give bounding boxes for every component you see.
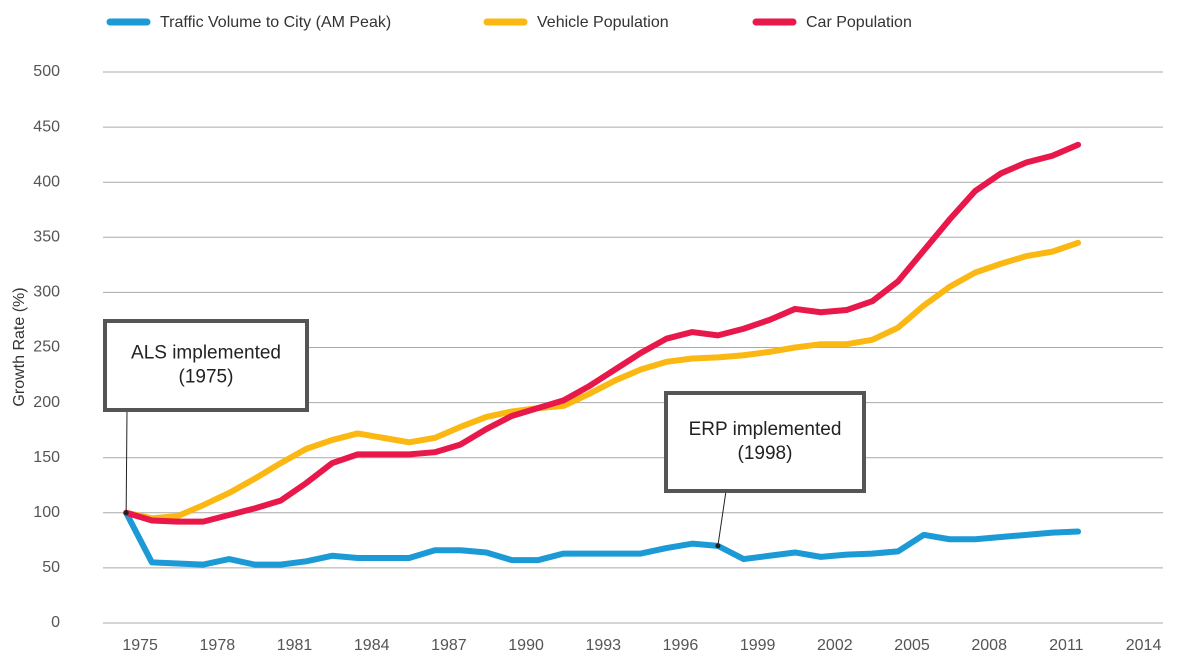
y-tick-label: 0 bbox=[51, 614, 60, 631]
x-tick-label: 2008 bbox=[971, 637, 1007, 654]
series-line bbox=[123, 509, 1082, 568]
y-tick-label: 250 bbox=[33, 339, 60, 356]
x-tick-label: 1981 bbox=[277, 637, 313, 654]
y-tick-label: 300 bbox=[33, 284, 60, 301]
legend-label: Car Population bbox=[806, 14, 912, 31]
annotation-pointer bbox=[717, 490, 727, 546]
x-tick-label: 1990 bbox=[508, 637, 544, 654]
x-tick-label: 1999 bbox=[740, 637, 776, 654]
legend-label: Vehicle Population bbox=[537, 14, 669, 31]
annotation-pointer bbox=[125, 409, 128, 513]
x-tick-label: 2002 bbox=[817, 637, 853, 654]
x-tick-label: 2011 bbox=[1049, 637, 1084, 654]
x-tick-label: 1975 bbox=[122, 637, 158, 654]
legend-label: Traffic Volume to City (AM Peak) bbox=[160, 14, 391, 31]
annotation-box bbox=[664, 391, 866, 493]
annotation-point bbox=[123, 510, 129, 516]
x-tick-label: 1987 bbox=[431, 637, 467, 654]
annotation-text: (1998) bbox=[738, 443, 793, 464]
y-tick-label: 400 bbox=[33, 173, 60, 190]
x-tick-label: 1996 bbox=[663, 637, 699, 654]
x-tick-label: 1993 bbox=[585, 637, 621, 654]
annotation-text: ALS implemented bbox=[131, 343, 281, 364]
y-tick-label: 350 bbox=[33, 229, 60, 246]
y-tick-label: 450 bbox=[33, 118, 60, 135]
y-tick-label: 200 bbox=[33, 394, 60, 411]
x-tick-label: 2014 bbox=[1126, 637, 1162, 654]
annotation-box bbox=[103, 319, 309, 412]
y-tick-label: 500 bbox=[33, 63, 60, 80]
annotation-point bbox=[715, 543, 721, 549]
x-tick-label: 2005 bbox=[894, 637, 930, 654]
y-tick-label: 100 bbox=[33, 504, 60, 521]
y-tick-label: 50 bbox=[42, 559, 60, 576]
x-tick-label: 1978 bbox=[200, 637, 236, 654]
series-line bbox=[123, 239, 1082, 522]
y-tick-label: 150 bbox=[33, 449, 60, 466]
series-line bbox=[123, 141, 1082, 525]
annotation-text: (1975) bbox=[179, 367, 234, 388]
y-axis-label: Growth Rate (%) bbox=[11, 287, 28, 406]
annotation-text: ERP implemented bbox=[689, 419, 842, 440]
x-tick-label: 1984 bbox=[354, 637, 390, 654]
